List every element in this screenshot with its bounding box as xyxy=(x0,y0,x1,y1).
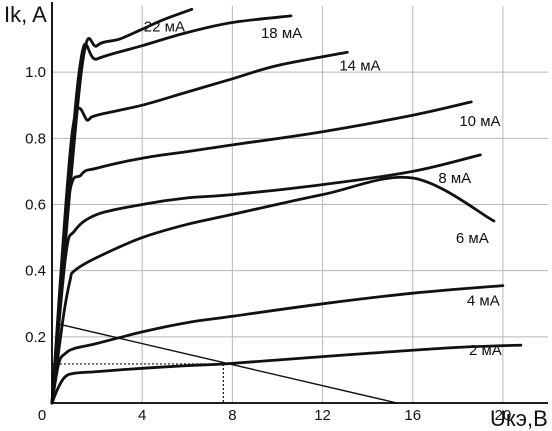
y-tick-label: 0.2 xyxy=(25,329,46,346)
series-label: 4 мА xyxy=(467,293,500,310)
curve-4-мА xyxy=(50,284,505,405)
series-label: 6 мА xyxy=(456,230,489,247)
curve-8-мА xyxy=(50,153,482,405)
x-tick-label: 0 xyxy=(38,407,46,424)
x-tick-label: 16 xyxy=(404,407,421,424)
gridlines xyxy=(52,6,548,403)
y-tick-label: 1.0 xyxy=(25,64,46,81)
x-tick-label: 4 xyxy=(138,407,146,424)
y-tick-label: 0.4 xyxy=(25,263,46,280)
axes xyxy=(51,2,548,404)
series-label: 14 мА xyxy=(339,57,380,74)
series-label: 2 мА xyxy=(469,342,502,359)
x-tick-label: 8 xyxy=(228,407,236,424)
series-labels: 2 мА 4 мА 6 мА 8 мА 10 мА 14 мА 18 мА 22 мА xyxy=(144,18,502,359)
x-axis-title: Uкэ,В xyxy=(490,406,548,431)
curves xyxy=(50,7,523,405)
tick-labels: 0 4 8 12 16 20 0.2 0.4 0.6 0.8 1.0 xyxy=(25,64,511,424)
operating-point-guides xyxy=(52,363,224,403)
curve-22-мА xyxy=(50,7,194,405)
curve-18-мА xyxy=(50,14,293,405)
series-label: 8 мА xyxy=(438,170,471,187)
series-label: 18 мА xyxy=(261,25,302,42)
x-tick-label: 12 xyxy=(314,407,331,424)
series-label: 22 мА xyxy=(144,18,185,35)
curve-2-мА xyxy=(50,343,523,405)
y-tick-label: 0.8 xyxy=(25,130,46,147)
curve-6-мА xyxy=(50,175,496,405)
load-line xyxy=(56,322,398,404)
series-label: 10 мА xyxy=(459,113,500,130)
x-tick-label: 20 xyxy=(495,407,512,424)
curve-14-мА xyxy=(50,50,349,405)
y-axis-title: Ik, A xyxy=(4,2,47,27)
curve-10-мА xyxy=(50,100,473,405)
y-tick-label: 0.6 xyxy=(25,197,46,214)
